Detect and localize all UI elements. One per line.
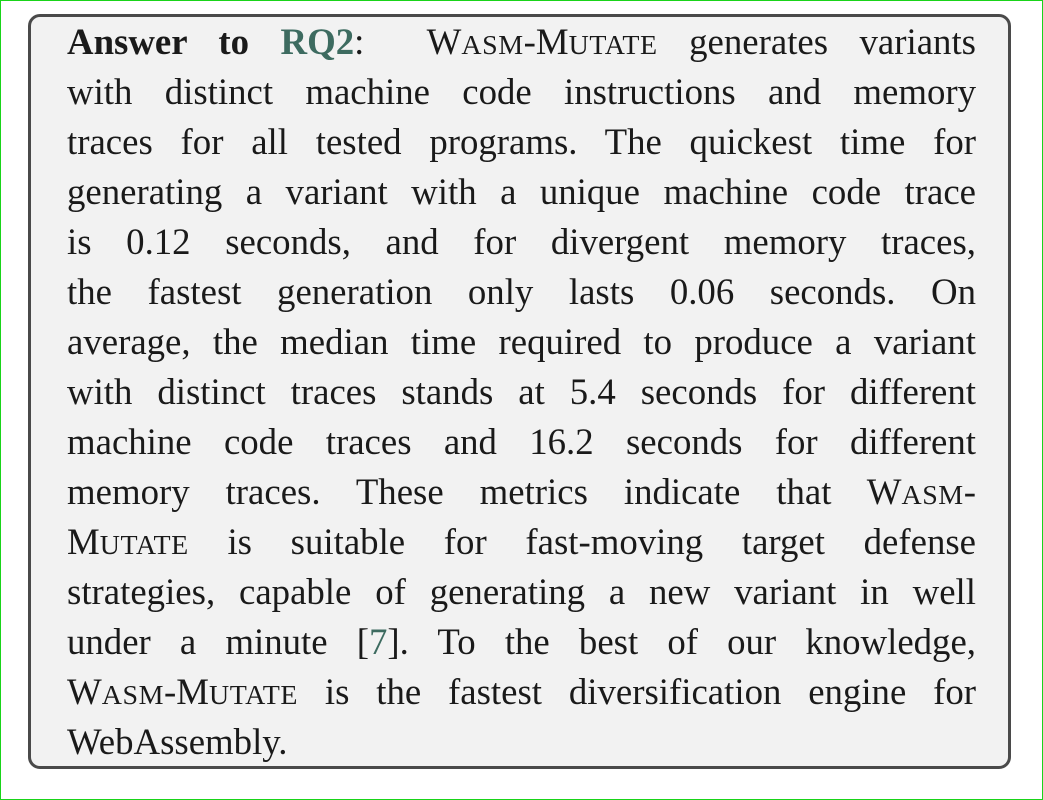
tool-name: WASM-MUTATE [426, 21, 658, 62]
answer-line: memory traces. These metrics indicate th… [67, 471, 976, 512]
answer-line: average, the median time required to pro… [67, 321, 976, 362]
answer-line: with distinct machine code instructions … [67, 71, 976, 112]
answer-line: is 0.12 seconds, and for divergent memor… [67, 221, 976, 262]
answer-line: the fastest generation only lasts 0.06 s… [67, 271, 976, 312]
tool-name: WASM- [866, 471, 976, 512]
answer-line: generating a variant with a unique machi… [67, 171, 976, 212]
answer-line: WASM-MUTATE is the fastest diversificati… [67, 671, 976, 712]
answer-line: machine code traces and 16.2 seconds for… [67, 421, 976, 462]
answer-line: Answer to RQ2: WASM-MUTATE generates var… [67, 21, 977, 62]
answer-box: Answer to RQ2: WASM-MUTATE generates var… [28, 14, 1011, 769]
answer-line: under a minute [7]. To the best of our k… [67, 621, 976, 662]
tool-name-continued: MUTATE [67, 521, 189, 562]
answer-line: strategies, capable of generating a new … [67, 571, 976, 612]
answer-line: with distinct traces stands at 5.4 secon… [67, 371, 976, 412]
answer-line: WebAssembly. [67, 721, 288, 762]
rq-link[interactable]: RQ2 [280, 21, 355, 62]
answer-text: Answer to RQ2: WASM-MUTATE generates var… [67, 17, 976, 767]
answer-line: traces for all tested programs. The quic… [67, 121, 976, 162]
answer-line: MUTATE is suitable for fast-moving targe… [67, 521, 976, 562]
colon: : [354, 21, 365, 62]
answer-label: Answer to [67, 21, 250, 62]
citation-link[interactable]: 7 [369, 621, 388, 662]
tool-name: WASM-MUTATE [67, 671, 299, 712]
